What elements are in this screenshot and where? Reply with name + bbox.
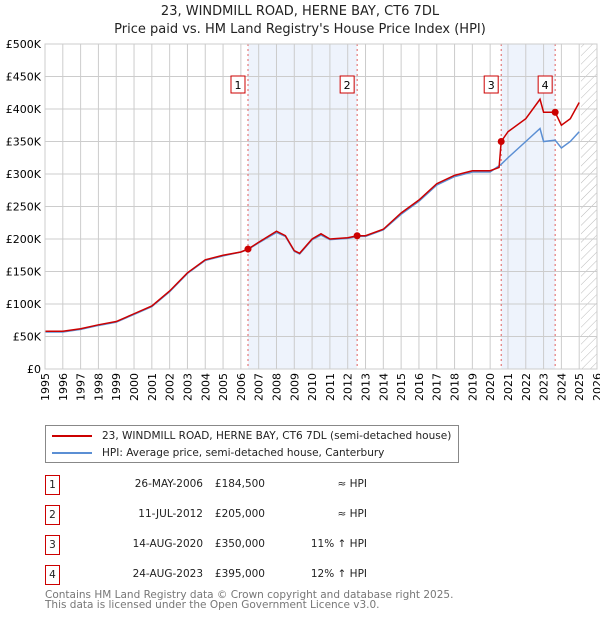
y-tick-label: £400K xyxy=(6,103,42,116)
y-tick-label: £300K xyxy=(6,168,42,181)
transaction-date: 24-AUG-2023 xyxy=(132,568,203,580)
x-tick-label: 2004 xyxy=(199,373,212,401)
x-tick-label: 1995 xyxy=(39,373,52,401)
transaction-hpi-relation: 11% ↑ HPI xyxy=(310,538,367,550)
y-tick-label: £200K xyxy=(6,233,42,246)
y-tick-label: £50K xyxy=(13,331,42,344)
x-tick-label: 2013 xyxy=(360,373,373,401)
x-tick-label: 1996 xyxy=(57,373,70,401)
chart-title: 23, WINDMILL ROAD, HERNE BAY, CT6 7DL xyxy=(160,4,440,19)
transaction-number: 4 xyxy=(45,565,60,585)
transaction-hpi-relation: 12% ↑ HPI xyxy=(310,568,367,580)
x-tick-label: 2019 xyxy=(466,373,479,401)
transaction-price: £184,500 xyxy=(214,478,265,490)
sale-label: 1 xyxy=(234,79,241,92)
x-tick-label: 2009 xyxy=(288,373,301,401)
series-line xyxy=(45,97,580,333)
transaction-row: 1 26-MAY-2006 £184,500 ≈ HPI xyxy=(45,475,465,495)
footer: Contains HM Land Registry data © Crown c… xyxy=(45,589,454,611)
sale-label: 4 xyxy=(542,79,549,92)
y-tick-label: £350K xyxy=(6,136,42,149)
transaction-number: 2 xyxy=(45,505,60,525)
x-tick-label: 2024 xyxy=(555,373,568,401)
sale-point xyxy=(353,232,361,240)
x-tick-label: 2007 xyxy=(253,373,266,401)
transaction-row: 2 11-JUL-2012 £205,000 ≈ HPI xyxy=(45,505,465,525)
legend-swatch-blue xyxy=(52,452,92,454)
x-tick-label: 2016 xyxy=(413,373,426,401)
legend-item-property: 23, WINDMILL ROAD, HERNE BAY, CT6 7DL (s… xyxy=(52,429,451,443)
x-tick-label: 2008 xyxy=(270,373,283,401)
transaction-row: 3 14-AUG-2020 £350,000 11% ↑ HPI xyxy=(45,535,465,555)
x-tick-label: 1998 xyxy=(92,373,105,401)
x-tick-label: 2012 xyxy=(342,373,355,401)
x-tick-label: 2002 xyxy=(164,373,177,401)
y-tick-label: £0 xyxy=(27,363,41,376)
legend-label: 23, WINDMILL ROAD, HERNE BAY, CT6 7DL (s… xyxy=(102,430,452,442)
x-tick-label: 2025 xyxy=(573,373,586,401)
sale-point xyxy=(244,245,252,253)
x-tick-label: 2003 xyxy=(181,373,194,401)
x-tick-label: 2022 xyxy=(520,373,533,401)
x-tick-label: 2014 xyxy=(377,373,390,401)
chart-subtitle: Price paid vs. HM Land Registry's House … xyxy=(114,22,486,37)
transaction-price: £350,000 xyxy=(214,538,265,550)
x-tick-label: 2023 xyxy=(538,373,551,401)
x-tick-label: 2006 xyxy=(235,373,248,401)
transaction-number: 3 xyxy=(45,535,60,555)
transaction-price: £205,000 xyxy=(214,508,265,520)
legend-swatch-red xyxy=(52,435,92,437)
plot-border xyxy=(44,43,598,370)
price-chart: 1995 1996 1997 1998 1999 2000 2001 2002 2003 2004… xyxy=(6,38,600,401)
transaction-date: 11-JUL-2012 xyxy=(138,508,203,520)
transaction-date: 26-MAY-2006 xyxy=(134,478,203,490)
transaction-hpi-relation: ≈ HPI xyxy=(337,478,367,490)
x-tick-label: 1999 xyxy=(110,373,123,401)
sale-label-box xyxy=(339,75,355,94)
y-tick-label: £500K xyxy=(6,38,42,51)
sale-label: 2 xyxy=(344,79,351,92)
x-tick-label: 2005 xyxy=(217,373,230,401)
x-tick-label: 2021 xyxy=(502,373,515,401)
x-tick-label: 2020 xyxy=(484,373,497,401)
x-tick-label: 2026 xyxy=(591,373,600,401)
y-tick-label: £450K xyxy=(6,71,42,84)
sale-label-box xyxy=(537,75,553,94)
transaction-hpi-relation: ≈ HPI xyxy=(337,508,367,520)
x-tick-label: 2010 xyxy=(306,373,319,401)
x-tick-label: 2018 xyxy=(449,373,462,401)
transaction-number: 1 xyxy=(45,475,60,495)
legend-item-hpi: HPI: Average price, semi-detached house,… xyxy=(52,446,384,460)
y-tick-label: £150K xyxy=(6,266,42,279)
legend-label: HPI: Average price, semi-detached house,… xyxy=(102,447,385,459)
sale-point xyxy=(497,138,505,145)
sale-label-box xyxy=(483,75,499,94)
x-tick-label: 2000 xyxy=(128,373,141,401)
x-tick-label: 2011 xyxy=(324,373,337,401)
sale-label: 3 xyxy=(488,79,495,92)
sale-label-box xyxy=(230,75,246,94)
sale-point xyxy=(551,108,559,116)
x-tick-label: 2015 xyxy=(395,373,408,401)
transaction-date: 14-AUG-2020 xyxy=(132,538,203,550)
y-tick-label: £250K xyxy=(6,201,42,214)
footer-licence: This data is licensed under the Open Gov… xyxy=(45,599,380,611)
x-tick-label: 1997 xyxy=(75,373,88,401)
x-tick-label: 2001 xyxy=(146,373,159,401)
transaction-row: 4 24-AUG-2023 £395,000 12% ↑ HPI xyxy=(45,565,465,585)
y-tick-label: £100K xyxy=(6,298,42,311)
x-tick-label: 2017 xyxy=(431,373,444,401)
transaction-price: £395,000 xyxy=(214,568,265,580)
legend: 23, WINDMILL ROAD, HERNE BAY, CT6 7DL (s… xyxy=(45,425,459,463)
footer-copyright: Contains HM Land Registry data © Crown c… xyxy=(45,589,454,601)
